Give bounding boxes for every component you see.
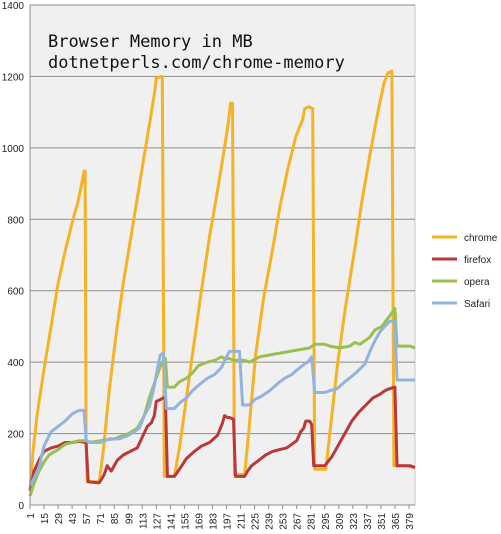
x-tick-label: 43 <box>68 513 79 525</box>
x-tick-label: 29 <box>54 513 65 525</box>
x-tick-label: 155 <box>180 513 191 530</box>
series-lines <box>28 69 416 497</box>
x-tick-label: 85 <box>110 513 121 525</box>
plot-area <box>29 4 416 506</box>
x-tick-label: 351 <box>377 513 388 530</box>
x-tick-label: 225 <box>251 513 262 530</box>
legend-label: Safari <box>464 299 490 310</box>
x-tick-label: 99 <box>124 513 135 525</box>
x-tick-label: 1 <box>26 513 37 519</box>
x-tick-label: 15 <box>40 513 51 525</box>
x-tick-label: 267 <box>293 513 304 530</box>
x-tick-label: 141 <box>166 513 177 530</box>
x-tick-label: 211 <box>237 513 248 529</box>
legend: chrome firefox opera Safari <box>432 233 498 310</box>
y-tick-label: 1200 <box>2 72 25 83</box>
x-tick-label: 253 <box>279 513 290 530</box>
chart-title: Browser Memory in MB <box>48 32 253 52</box>
legend-label: opera <box>464 277 490 288</box>
legend-label: firefox <box>464 255 491 266</box>
y-tick-label: 200 <box>7 430 24 441</box>
x-tick-label: 169 <box>194 513 205 530</box>
x-tick-label: 127 <box>152 513 163 530</box>
x-tick-label: 309 <box>335 513 346 530</box>
x-tick-label: 197 <box>223 513 234 530</box>
x-tick-label: 365 <box>391 513 402 530</box>
x-tick-label: 379 <box>405 513 416 530</box>
y-tick-label: 600 <box>7 287 24 298</box>
y-tick-label: 1400 <box>2 1 25 12</box>
y-tick-label: 800 <box>7 215 24 226</box>
gridlines <box>30 4 415 435</box>
x-tick-label: 295 <box>321 513 332 530</box>
x-tick-label: 281 <box>307 513 318 530</box>
x-tick-label: 57 <box>82 513 93 525</box>
series-line-safari <box>28 319 415 487</box>
x-axis: 1 15 29 43 57 71 85 99 113 127 141 155 169 183 197 211 2… <box>26 504 416 530</box>
legend-label: chrome <box>464 233 498 244</box>
x-tick-label: 183 <box>208 513 219 530</box>
series-line-firefox <box>28 385 416 491</box>
series-line-chrome <box>28 69 416 491</box>
x-tick-label: 113 <box>138 513 149 529</box>
y-tick-label: 400 <box>7 358 24 369</box>
y-axis: 0 200 400 600 800 1000 1200 1400 <box>2 1 31 512</box>
y-tick-label: 1000 <box>2 144 25 155</box>
x-tick-label: 337 <box>363 513 374 530</box>
chart-subtitle: dotnetperls.com/chrome-memory <box>48 53 345 73</box>
y-tick-label: 0 <box>18 501 24 512</box>
x-tick-label: 323 <box>349 513 360 530</box>
x-tick-label: 239 <box>265 513 276 530</box>
x-tick-label: 71 <box>96 513 107 525</box>
